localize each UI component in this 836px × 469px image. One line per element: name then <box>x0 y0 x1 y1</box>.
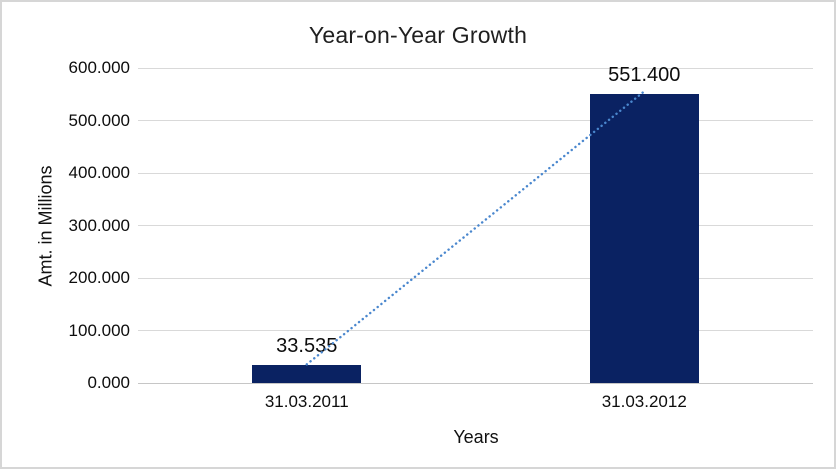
bar-31.03.2012 <box>589 93 699 383</box>
y-tick-label: 400.000 <box>68 163 130 182</box>
data-label: 33.535 <box>276 335 338 358</box>
gridline <box>138 67 813 69</box>
gridline <box>138 172 813 174</box>
gridline <box>138 120 813 121</box>
y-tick-label: 0.000 <box>87 373 130 392</box>
data-label: 551.400 <box>608 63 681 86</box>
y-tick-label: 600.000 <box>68 58 130 77</box>
y-tick-label: 500.000 <box>68 110 130 130</box>
gridline <box>138 277 813 279</box>
x-axis-title: Years <box>453 427 499 447</box>
y-tick-label: 300.000 <box>68 215 130 235</box>
gridline <box>138 330 813 331</box>
x-tick-label: 31.03.2012 <box>601 392 687 411</box>
gridline <box>138 382 813 384</box>
y-tick-label: 200.000 <box>68 268 130 287</box>
chart-title: Year-on-Year Growth <box>308 22 528 48</box>
x-tick-label: 31.03.2011 <box>264 392 349 411</box>
gridline <box>138 225 813 226</box>
y-tick-label: 100.000 <box>68 320 130 340</box>
bar-31.03.2011 <box>252 365 362 383</box>
